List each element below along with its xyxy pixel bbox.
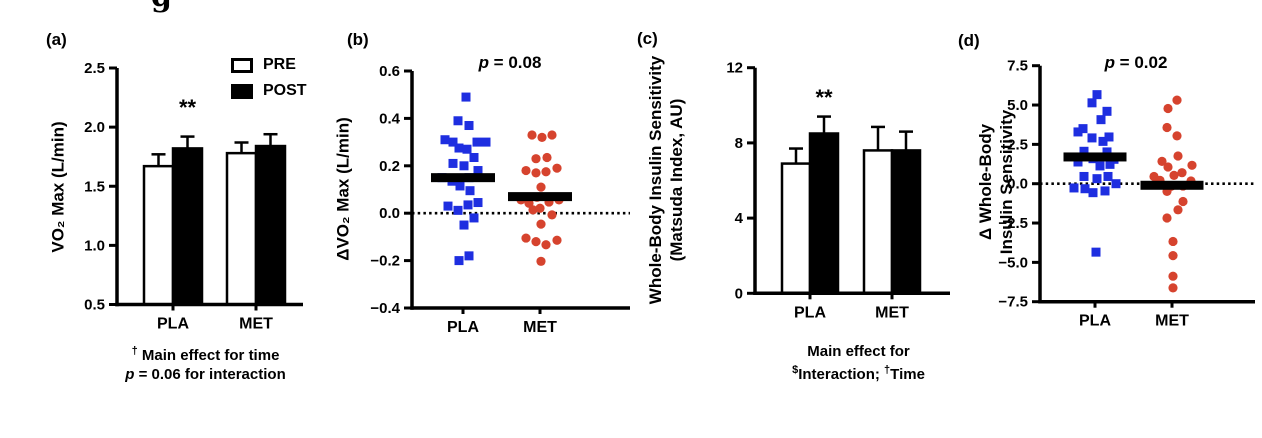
panel-c-footnote-text3: Time xyxy=(890,366,925,383)
svg-text:12: 12 xyxy=(726,60,743,77)
panel-b-label: (b) xyxy=(347,30,369,49)
legend-item-pre: PRE xyxy=(231,56,307,74)
svg-text:1.0: 1.0 xyxy=(84,237,105,254)
svg-text:0.4: 0.4 xyxy=(379,110,401,127)
svg-text:PLA: PLA xyxy=(447,319,479,336)
panel-a-y-axis-title: VO₂ Max (L/min) xyxy=(48,121,68,253)
panel-c-footnote: Main effect for $Interaction; †Time xyxy=(756,342,961,384)
panel-d-y-axis-title-line1: Δ Whole-Body xyxy=(976,123,995,241)
panel-a-footnote-pvalue: = 0.06 for interaction xyxy=(134,366,286,383)
panel-a-footnote-text: Main effect for time xyxy=(137,347,280,364)
panel-a-footnote-line1: † Main effect for time xyxy=(93,342,318,365)
panel-b-p-value-text: = 0.08 xyxy=(488,53,542,72)
svg-text:2.5: 2.5 xyxy=(84,60,105,77)
svg-text:MET: MET xyxy=(875,304,909,321)
pre-swatch xyxy=(231,57,253,73)
dagger-symbol: † xyxy=(884,364,891,376)
panel-c-footnote-text2: Interaction; xyxy=(798,366,885,383)
panel-d-label: (d) xyxy=(958,31,980,50)
p-symbol: p xyxy=(478,53,489,72)
legend: PRE POST xyxy=(231,56,307,100)
dollar-symbol: $ xyxy=(792,364,799,376)
svg-text:PLA: PLA xyxy=(157,316,189,333)
svg-text:1.5: 1.5 xyxy=(84,178,105,195)
svg-text:−5.0: −5.0 xyxy=(998,254,1028,271)
svg-text:−7.5: −7.5 xyxy=(998,294,1028,311)
svg-text:8: 8 xyxy=(735,135,743,152)
svg-text:2.0: 2.0 xyxy=(84,119,105,136)
panel-c-footnote-text1: Main effect for xyxy=(807,343,910,360)
panel-d-p-value-text: = 0.02 xyxy=(1114,53,1168,72)
svg-text:0.0: 0.0 xyxy=(379,205,400,222)
svg-text:7.5: 7.5 xyxy=(1007,58,1028,75)
svg-text:0.6: 0.6 xyxy=(379,63,400,80)
svg-text:MET: MET xyxy=(1155,313,1189,330)
legend-item-post: POST xyxy=(231,82,307,100)
svg-text:−0.2: −0.2 xyxy=(370,253,400,270)
svg-text:0.0: 0.0 xyxy=(1007,176,1028,193)
legend-label-pre: PRE xyxy=(263,56,296,73)
svg-text:5.0: 5.0 xyxy=(1007,97,1028,114)
panel-a-bar-chart: PLA MET 0.5 1.0 1.5 2.0 2.5 ** xyxy=(84,60,303,333)
panel-a-footnote: † Main effect for time p = 0.06 for inte… xyxy=(93,342,318,384)
p-symbol: p xyxy=(1104,53,1115,72)
panel-c-footnote-line1: Main effect for xyxy=(756,342,961,361)
svg-text:−2.5: −2.5 xyxy=(998,215,1028,232)
cropped-text-fragment: g xyxy=(151,0,172,14)
svg-text:0: 0 xyxy=(735,285,743,302)
panel-b-p-value: p = 0.08 xyxy=(450,53,570,73)
panel-a-footnote-line2: p = 0.06 for interaction xyxy=(93,365,318,384)
legend-label-post: POST xyxy=(263,82,307,99)
panel-b-dot-plot: PLA MET 0.6 0.4 0.2 0.0 −0.2 −0.4 xyxy=(370,63,630,336)
panel-c-bar-chart: PLA MET 0 4 8 12 ** xyxy=(726,60,950,321)
panel-d-p-value: p = 0.02 xyxy=(1076,53,1196,73)
svg-text:0.2: 0.2 xyxy=(379,158,400,175)
svg-text:MET: MET xyxy=(523,319,557,336)
svg-text:PLA: PLA xyxy=(794,304,826,321)
post-swatch xyxy=(231,83,253,99)
panel-c-footnote-line2: $Interaction; †Time xyxy=(756,361,961,384)
svg-text:PLA: PLA xyxy=(1079,313,1111,330)
panel-d-dot-plot: PLA MET 7.5 5.0 2.5 0.0 −2.5 −5.0 −7.5 xyxy=(998,58,1255,330)
dagger-symbol: † xyxy=(131,345,138,357)
p-symbol: p xyxy=(125,366,135,383)
panel-c-y-axis-title-line1: Whole-Body Insulin Sensitivity xyxy=(646,55,665,305)
panel-c-label: (c) xyxy=(637,29,658,48)
svg-text:−0.4: −0.4 xyxy=(370,300,400,317)
svg-text:MET: MET xyxy=(239,316,273,333)
panel-a-label: (a) xyxy=(46,30,67,49)
svg-text:**: ** xyxy=(815,85,833,110)
panel-c-y-axis-title: Whole-Body Insulin Sensitivity (Matsuda … xyxy=(645,56,687,304)
svg-text:4: 4 xyxy=(735,210,744,227)
svg-text:0.5: 0.5 xyxy=(84,297,105,314)
svg-text:**: ** xyxy=(179,95,197,120)
panel-c-y-axis-title-line2: (Matsuda Index, AU) xyxy=(667,98,686,262)
svg-text:2.5: 2.5 xyxy=(1007,136,1028,153)
